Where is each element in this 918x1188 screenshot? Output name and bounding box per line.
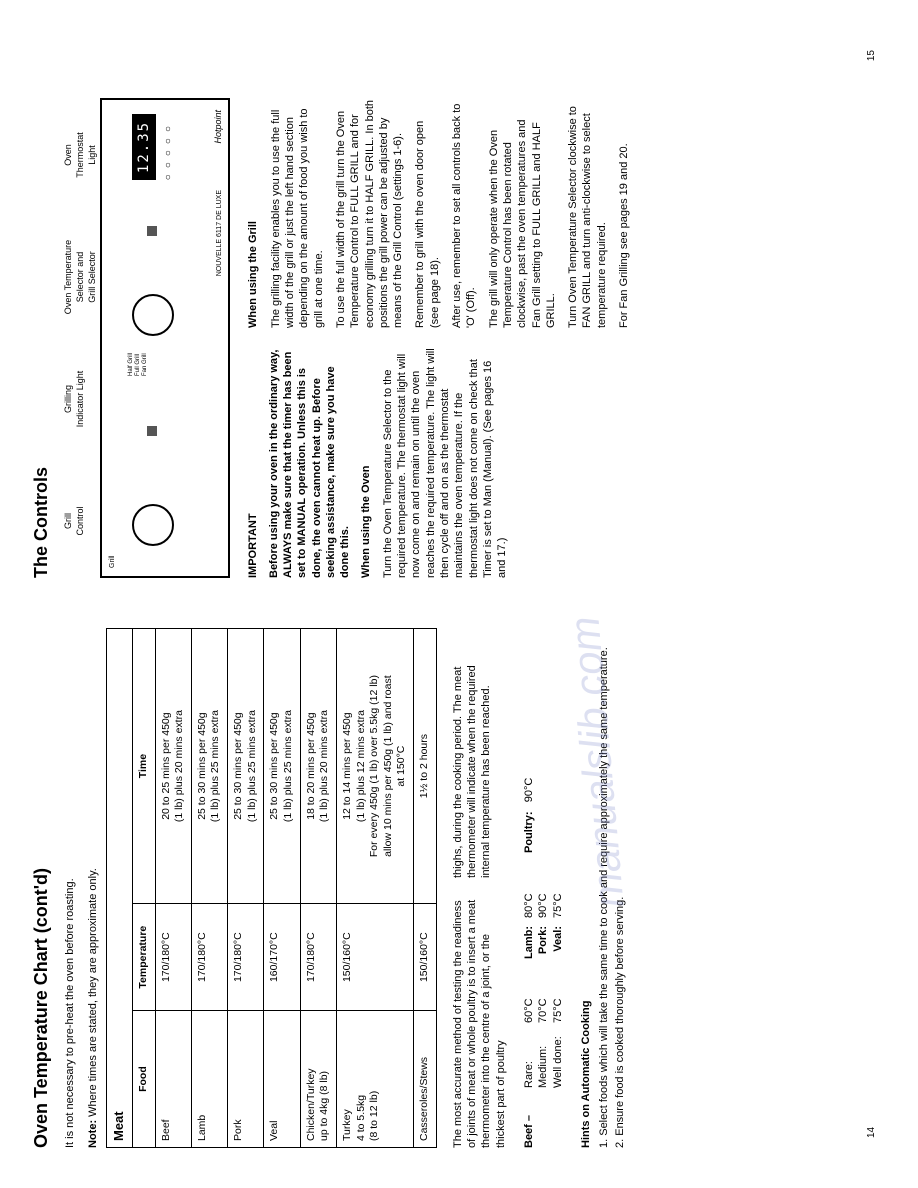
table-row: Beef170/180°C20 to 25 mins per 450g (1 l… <box>155 629 191 1148</box>
oven-body: Turn the Oven Temperature Selector to th… <box>381 348 510 578</box>
cell-food: Chicken/Turkey up to 4kg (8 lb) <box>300 1011 336 1148</box>
cell-food: Lamb <box>191 1011 227 1148</box>
left-page: Oven Temperature Chart (cont'd) It is no… <box>30 628 888 1148</box>
brand-text: Hotpoint <box>213 110 225 144</box>
grill-p4: After use, remember to set all controls … <box>450 98 479 328</box>
grill-mode-labels: Half Grill Full Grill Fan Grill <box>128 353 148 376</box>
col-food: Food <box>132 1011 155 1148</box>
grill-p6: Turn Oven Temperature Selector clockwise… <box>566 98 609 328</box>
table-row: Pork170/180°C25 to 30 mins per 450g (1 l… <box>228 629 264 1148</box>
hint-2: 2. Ensure food is cooked thoroughly befo… <box>613 628 627 1148</box>
poultry-val: 90°C <box>523 778 535 803</box>
table-section: Meat <box>106 629 132 1148</box>
right-page: The Controls Grill Control Grilling Indi… <box>30 98 888 578</box>
timer-buttons-icon: ○○○○○ <box>162 120 175 180</box>
col-important-oven: IMPORTANT Before using your oven in the … <box>246 348 639 578</box>
rare-lbl: Rare: <box>522 1023 536 1088</box>
panel-labels: Grill Control Grilling Indicator Light O… <box>63 98 98 578</box>
col-temp: Temperature <box>132 904 155 1011</box>
thermo-right: thighs, during the cooking period. The m… <box>451 628 508 878</box>
cell-time: 1½ to 2 hours <box>414 629 437 904</box>
veal-lbl: Veal: <box>551 918 565 978</box>
grill-dial-icon <box>132 504 174 546</box>
control-panel: Grill Half Grill Full Grill Fan Grill 12… <box>100 98 230 578</box>
intro-text: It is not necessary to pre-heat the oven… <box>63 628 77 1148</box>
lbl-temp-selector: Oven Temperature Selector and Grill Sele… <box>63 220 98 334</box>
hint-1: 1. Select foods which will take the same… <box>597 628 611 1148</box>
med-val: 70°C <box>536 978 550 1023</box>
grill-p2: To use the full width of the grill turn … <box>334 98 405 328</box>
well-val: 75°C <box>551 978 565 1023</box>
grill-head: When using the Grill <box>246 98 260 328</box>
cell-time: 12 to 14 mins per 450g (1 lb) plus 12 mi… <box>336 629 413 904</box>
cell-time: 25 to 30 mins per 450g (1 lb) plus 25 mi… <box>228 629 264 904</box>
cell-food: Turkey 4 to 5.5kg (8 to 12 lb) <box>336 1011 413 1148</box>
oven-head: When using the Oven <box>359 348 373 578</box>
cell-time: 18 to 20 mins per 450g (1 lb) plus 20 mi… <box>300 629 336 904</box>
rare-val: 60°C <box>522 978 536 1023</box>
cell-temp: 150/160°C <box>414 904 437 1011</box>
grill-p3: Remember to grill with the oven door ope… <box>413 98 442 328</box>
med-lbl: Medium: <box>536 1023 550 1088</box>
timer-display: 12.35 <box>132 114 156 180</box>
table-row: Turkey 4 to 5.5kg (8 to 12 lb)150/160°C1… <box>336 629 413 1148</box>
pork-lbl: Pork: <box>536 918 550 978</box>
temps-block: Beef – Rare: 60°C Lamb: 80°C Medium: 70°… <box>522 628 565 1148</box>
lbl-thermo-light: Oven Thermostat Light <box>63 98 98 212</box>
hints-title: Hints on Automatic Cooking <box>579 628 593 1148</box>
pork-val: 90°C <box>536 873 550 918</box>
col-grill: When using the Grill The grilling facili… <box>246 98 639 328</box>
right-title: The Controls <box>30 98 53 578</box>
grill-p5: The grill will only operate when the Ove… <box>487 98 558 328</box>
left-title: Oven Temperature Chart (cont'd) <box>30 628 53 1148</box>
cell-time: 20 to 25 mins per 450g (1 lb) plus 20 mi… <box>155 629 191 904</box>
table-row: Lamb170/180°C25 to 30 mins per 450g (1 l… <box>191 629 227 1148</box>
cell-food: Veal <box>264 1011 300 1148</box>
cell-time: 25 to 30 mins per 450g (1 lb) plus 25 mi… <box>191 629 227 904</box>
cell-temp: 160/170°C <box>264 904 300 1011</box>
model-text: NOUVELLE 6117 DE LUXE <box>215 190 224 276</box>
temp-dial-icon <box>132 294 174 336</box>
thermo-indicator-icon <box>147 226 157 236</box>
grill-p1: The grilling facility enables you to use… <box>269 98 326 328</box>
veal-val: 75°C <box>551 873 565 918</box>
note-line: Note: Where times are stated, they are a… <box>86 628 100 1148</box>
beef-label: Beef – <box>523 1115 535 1148</box>
thermo-left: The most accurate method of testing the … <box>451 898 508 1148</box>
lbl-grilling-light: Grilling Indicator Light <box>63 342 98 456</box>
well-lbl: Well done: <box>551 1023 565 1088</box>
cell-temp: 170/180°C <box>191 904 227 1011</box>
page-num-left: 14 <box>865 1127 878 1138</box>
grill-indicator-icon <box>147 426 157 436</box>
grill-p7: For Fan Grilling see pages 19 and 20. <box>617 98 631 328</box>
table-row: Chicken/Turkey up to 4kg (8 lb)170/180°C… <box>300 629 336 1148</box>
cell-food: Casseroles/Stews <box>414 1011 437 1148</box>
page-num-right: 15 <box>865 50 878 61</box>
cell-temp: 170/180°C <box>155 904 191 1011</box>
cell-food: Pork <box>228 1011 264 1148</box>
col-time: Time <box>132 629 155 904</box>
table-row: Casseroles/Stews150/160°C1½ to 2 hours <box>414 629 437 1148</box>
cell-temp: 170/180°C <box>228 904 264 1011</box>
meat-table: Meat Food Temperature Time Beef170/180°C… <box>106 628 437 1148</box>
cell-time: 25 to 30 mins per 450g (1 lb) plus 25 mi… <box>264 629 300 904</box>
poultry-lbl: Poultry: <box>523 811 535 853</box>
thermometer-text: The most accurate method of testing the … <box>451 628 508 1148</box>
note-text: Where times are stated, they are approxi… <box>87 868 99 1117</box>
table-row: Veal160/170°C25 to 30 mins per 450g (1 l… <box>264 629 300 1148</box>
important-body: Before using your oven in the ordinary w… <box>267 348 353 578</box>
hints-block: Hints on Automatic Cooking 1. Select foo… <box>579 628 628 1148</box>
panel-grill-word: Grill <box>108 556 117 568</box>
lamb-val: 80°C <box>522 873 536 918</box>
important-head: IMPORTANT <box>246 348 260 578</box>
lbl-grill-control: Grill Control <box>63 464 98 578</box>
cell-temp: 170/180°C <box>300 904 336 1011</box>
cell-temp: 150/160°C <box>336 904 413 1011</box>
lamb-lbl: Lamb: <box>522 918 536 978</box>
cell-food: Beef <box>155 1011 191 1148</box>
note-label: Note: <box>87 1120 99 1148</box>
